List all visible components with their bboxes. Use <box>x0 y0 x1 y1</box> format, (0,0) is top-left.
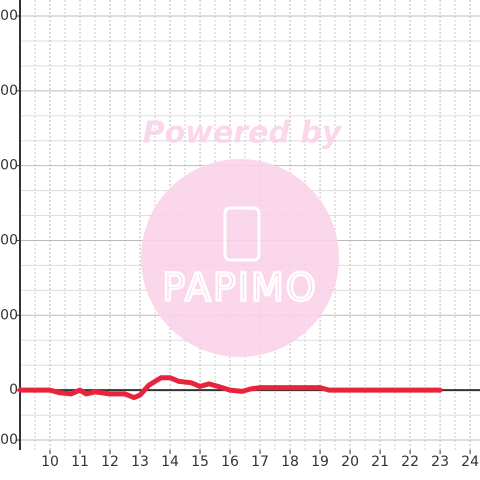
x-tick-label: 12 <box>101 454 119 470</box>
x-tick-label: 17 <box>251 454 269 470</box>
x-tick-label: 21 <box>371 454 389 470</box>
y-tick-label: 0 <box>9 382 18 398</box>
x-tick-label: 16 <box>221 454 239 470</box>
watermark-text: Powered by <box>143 116 343 151</box>
y-tick-label: 150,000 <box>0 8 18 24</box>
x-tick-label: 10 <box>41 454 59 470</box>
x-tick-label: 14 <box>161 454 179 470</box>
watermark-logo: PAPIMO <box>162 266 317 310</box>
plot: -20,000 0 30,000 60,000 90,000 120,000 150,000… <box>0 0 480 470</box>
series-line <box>17 375 443 401</box>
x-tick-label: 20 <box>341 454 359 470</box>
y-tick-label: -20,000 <box>0 432 18 448</box>
watermark-icon <box>223 206 261 262</box>
x-tick-label: 24 <box>461 454 479 470</box>
watermark-circle <box>141 159 339 357</box>
x-tick-label: 13 <box>131 454 149 470</box>
x-tick-label: 18 <box>281 454 299 470</box>
x-tick-label: 22 <box>401 454 419 470</box>
y-tick-label: 30,000 <box>0 307 18 323</box>
x-tick-label: 19 <box>311 454 329 470</box>
x-tick-label: 11 <box>71 454 89 470</box>
y-tick-label: 120,000 <box>0 83 18 99</box>
y-tick-label: 90,000 <box>0 158 18 174</box>
x-tick-label: 23 <box>431 454 449 470</box>
y-tick-label: 60,000 <box>0 232 18 248</box>
watermark: Powered by PAPIMO <box>141 116 343 357</box>
x-tick-label: 15 <box>191 454 209 470</box>
